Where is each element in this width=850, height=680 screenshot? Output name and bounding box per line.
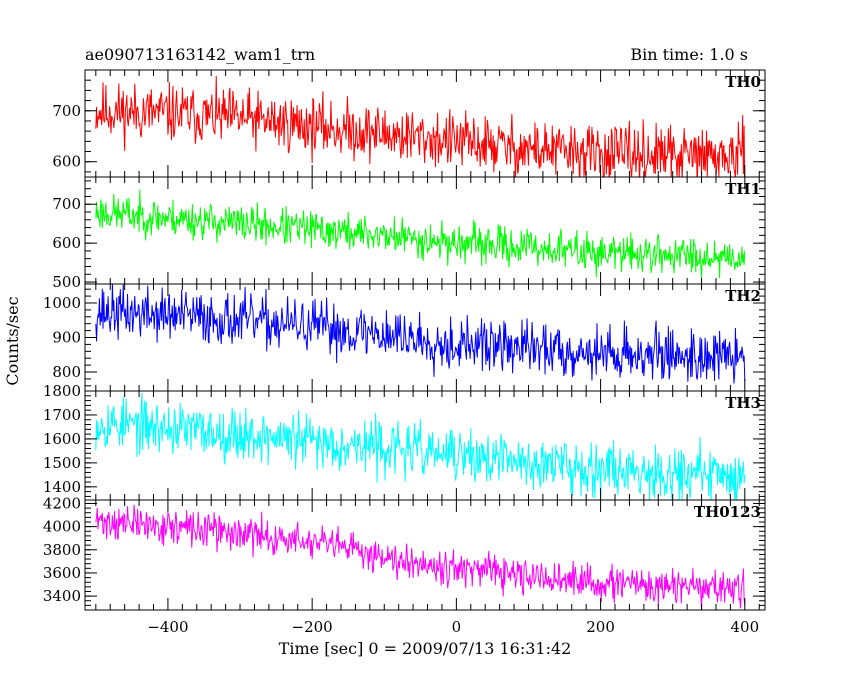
y-tick-label: 800 (52, 363, 81, 381)
y-tick-label: 1600 (43, 430, 81, 448)
panel-label: TH0123 (694, 503, 761, 521)
series-line-th0123 (95, 504, 746, 610)
x-axis-title: Time [sec] 0 = 2009/07/13 16:31:42 (279, 639, 572, 658)
x-tick-label: 0 (452, 618, 462, 636)
panel-th3: 1400 1500 1600 1700 1800 TH3 (43, 382, 766, 501)
series-line-th3 (95, 393, 746, 500)
y-tick-label: 1400 (43, 478, 81, 496)
y-tick-label: 4200 (43, 494, 81, 512)
y-tick-label: 3600 (43, 564, 81, 582)
y-tick-label: 1800 (43, 382, 81, 400)
y-tick-label: 900 (52, 329, 81, 347)
series-line-th2 (95, 284, 746, 384)
x-tick-label: −400 (147, 618, 188, 636)
panel-label: TH2 (725, 287, 761, 305)
y-tick-label: 3800 (43, 541, 81, 559)
panel-th2: 800 900 1000 TH2 (43, 283, 766, 392)
y-tick-label: 500 (52, 273, 81, 291)
x-tick-label: −200 (292, 618, 333, 636)
bin-time-label: Bin time: 1.0 s (630, 45, 748, 64)
y-tick-label: 700 (52, 195, 81, 213)
y-tick-label: 3400 (43, 587, 81, 605)
panel-label: TH3 (725, 394, 761, 412)
chart-title: ae090713163142_wam1_trn (85, 45, 315, 64)
panel-label: TH0 (725, 73, 761, 91)
series-line-th1 (95, 189, 746, 279)
panel-th0123: 3400 3600 3800 4000 4200 TH0123 (43, 494, 766, 611)
y-tick-label: 1000 (43, 294, 81, 312)
x-tick-label: 200 (586, 618, 615, 636)
y-tick-label: 4000 (43, 518, 81, 536)
panels-group: 600 700 TH0 500 600 700 TH1 800 900 1000 TH2 1400 15… (43, 69, 766, 636)
y-tick-label: 1500 (43, 454, 81, 472)
panel-label: TH1 (725, 180, 761, 198)
y-axis-title: Counts/sec (3, 296, 22, 385)
series-line-th0 (95, 75, 746, 177)
y-tick-label: 700 (52, 102, 81, 120)
panel-frame (84, 499, 766, 611)
x-tick-label: 400 (730, 618, 759, 636)
panel-th0: 600 700 TH0 (52, 69, 766, 178)
y-tick-label: 600 (52, 153, 81, 171)
y-tick-label: 600 (52, 234, 81, 252)
panel-th1: 500 600 700 TH1 (52, 176, 766, 291)
y-tick-label: 1700 (43, 406, 81, 424)
